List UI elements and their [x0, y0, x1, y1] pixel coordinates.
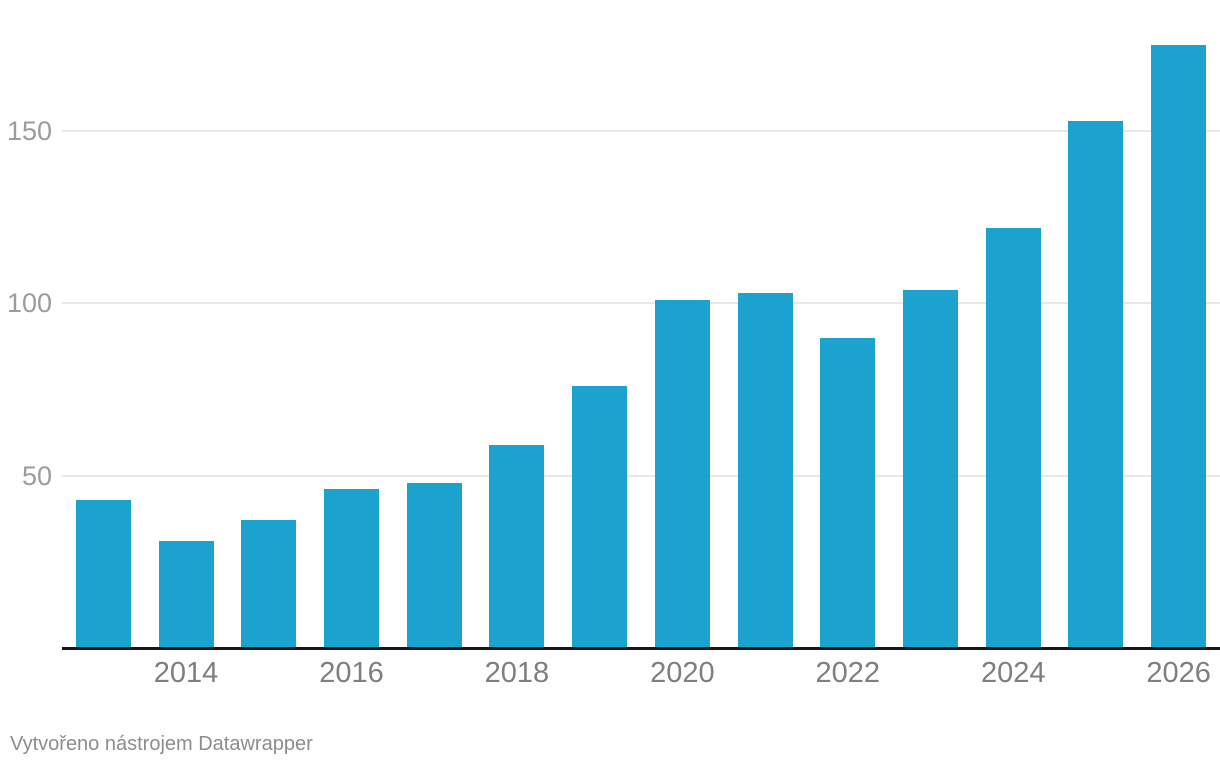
y-tick-label-100: 100: [6, 288, 52, 319]
gridline-50: [62, 474, 1220, 477]
y-tick-label-150: 150: [6, 115, 52, 146]
datawrapper-attribution-link[interactable]: Vytvořeno nástrojem Datawrapper: [10, 733, 313, 755]
plot-area: [62, 0, 1220, 648]
bar-2019: [572, 386, 628, 648]
bar-2014: [158, 541, 214, 648]
bar-2017: [406, 482, 462, 648]
bar-2025: [1068, 120, 1124, 648]
bar-2022: [820, 337, 876, 648]
x-tick-label-2016: 2016: [319, 657, 384, 689]
y-tick-label-50: 50: [21, 460, 52, 491]
x-tick-label-2014: 2014: [153, 657, 219, 689]
bar-2021: [737, 292, 793, 648]
bar-2023: [903, 289, 958, 648]
bar-2020: [654, 299, 710, 648]
x-tick-label-2026: 2026: [1146, 657, 1211, 689]
gridline-100: [62, 302, 1220, 305]
bar-2018: [489, 444, 545, 648]
gridline-150: [62, 129, 1220, 132]
bar-2024: [985, 227, 1041, 648]
bar-2013: [75, 499, 131, 648]
x-tick-label-2018: 2018: [484, 657, 550, 689]
x-tick-label-2020: 2020: [650, 657, 715, 689]
bar-2015: [241, 520, 297, 648]
x-axis-baseline: [62, 647, 1220, 650]
x-tick-label-2022: 2022: [815, 657, 881, 689]
bar-2016: [324, 489, 379, 648]
bar-2026: [1151, 44, 1207, 648]
x-tick-label-2024: 2024: [980, 657, 1046, 689]
